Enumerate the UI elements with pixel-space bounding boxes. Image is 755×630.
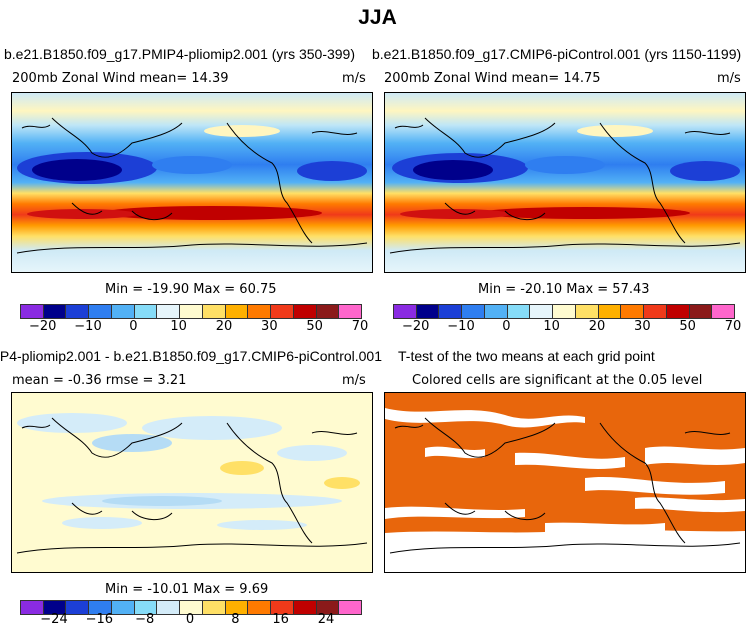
colorbar-swatch bbox=[202, 601, 226, 614]
colorbar-swatch bbox=[157, 305, 181, 318]
colorbar-tick-label: 20 bbox=[215, 319, 233, 334]
panel-a-minmax: Min = -19.90 Max = 60.75 bbox=[105, 282, 277, 297]
colorbar-swatch bbox=[89, 601, 112, 614]
colorbar-swatch bbox=[43, 601, 67, 614]
colorbar-swatch bbox=[21, 305, 44, 318]
colorbar-swatch bbox=[644, 305, 667, 318]
colorbar-swatch bbox=[66, 305, 90, 318]
colorbar-swatch bbox=[293, 305, 317, 318]
colorbar-tick-label: 20 bbox=[588, 319, 606, 334]
colorbar-swatch bbox=[225, 305, 249, 318]
colorbar-swatch bbox=[248, 305, 272, 318]
colorbar-swatch bbox=[21, 601, 44, 614]
colorbar-tick-label: 8 bbox=[231, 612, 240, 627]
panel-c-field bbox=[12, 393, 372, 572]
panel-c-colorbar bbox=[20, 600, 362, 615]
colorbar-swatch bbox=[689, 305, 713, 318]
colorbar-swatch bbox=[271, 601, 294, 614]
panel-a-map bbox=[11, 92, 373, 273]
colorbar-swatch bbox=[598, 305, 622, 318]
colorbar-swatch bbox=[111, 601, 135, 614]
colorbar-tick-label: −20 bbox=[28, 319, 57, 334]
colorbar-swatch bbox=[666, 305, 690, 318]
figure-title: JJA bbox=[358, 6, 397, 29]
panel-b-title: b.e21.B1850.f09_g17.CMIP6-piControl.001 … bbox=[372, 46, 742, 62]
colorbar-swatch bbox=[316, 601, 340, 614]
colorbar-swatch bbox=[507, 305, 531, 318]
panel-b-colorbar bbox=[393, 304, 735, 319]
colorbar-swatch bbox=[180, 305, 203, 318]
colorbar-swatch bbox=[43, 305, 67, 318]
colorbar-tick-label: −20 bbox=[401, 319, 430, 334]
panel-c-title-wrap: b.e21.B1850.f09_g17.PMIP4-pliomip2.001 -… bbox=[0, 348, 382, 364]
colorbar-tick-label: 70 bbox=[724, 319, 742, 334]
colorbar-swatch bbox=[180, 601, 203, 614]
colorbar-swatch bbox=[248, 601, 272, 614]
colorbar-tick-label: −16 bbox=[85, 612, 114, 627]
colorbar-swatch bbox=[66, 601, 90, 614]
colorbar-tick-label: 10 bbox=[170, 319, 187, 334]
colorbar-swatch bbox=[134, 305, 158, 318]
colorbar-tick-label: −10 bbox=[74, 319, 102, 334]
panel-c-map bbox=[11, 392, 373, 573]
colorbar-tick-label: −24 bbox=[40, 612, 68, 627]
colorbar-tick-label: 0 bbox=[185, 612, 195, 627]
colorbar-swatch bbox=[202, 305, 226, 318]
panel-a-units: m/s bbox=[342, 71, 366, 86]
colorbar-swatch bbox=[621, 305, 645, 318]
colorbar-swatch bbox=[530, 305, 554, 318]
colorbar-tick-label: 30 bbox=[634, 319, 651, 334]
colorbar-swatch bbox=[293, 601, 317, 614]
colorbar-tick-label: 50 bbox=[306, 319, 323, 334]
colorbar-tick-label: 30 bbox=[261, 319, 278, 334]
panel-d-field bbox=[385, 393, 745, 572]
colorbar-tick-label: 16 bbox=[272, 612, 289, 627]
colorbar-tick-label: 10 bbox=[543, 319, 560, 334]
colorbar-swatch bbox=[439, 305, 463, 318]
colorbar-tick-label: −10 bbox=[447, 319, 475, 334]
panel-c-title: b.e21.B1850.f09_g17.PMIP4-pliomip2.001 -… bbox=[0, 348, 382, 364]
colorbar-swatch bbox=[712, 305, 735, 318]
colorbar-swatch bbox=[271, 305, 294, 318]
panel-a-subtitle: 200mb Zonal Wind mean= 14.39 bbox=[12, 71, 229, 86]
colorbar-swatch bbox=[225, 601, 249, 614]
colorbar-swatch bbox=[157, 601, 181, 614]
panel-b-units: m/s bbox=[717, 71, 741, 86]
colorbar-swatch bbox=[553, 305, 576, 318]
panel-c-units: m/s bbox=[342, 373, 366, 388]
panel-b-field bbox=[385, 93, 745, 272]
colorbar-tick-label: 0 bbox=[502, 319, 511, 334]
colorbar-swatch bbox=[111, 305, 135, 318]
panel-a-title: b.e21.B1850.f09_g17.PMIP4-pliomip2.001 (… bbox=[4, 46, 355, 62]
panel-b-subtitle: 200mb Zonal Wind mean= 14.75 bbox=[384, 71, 601, 86]
colorbar-tick-label: 0 bbox=[129, 319, 138, 334]
panel-d-map bbox=[384, 392, 746, 573]
colorbar-tick-label: −8 bbox=[135, 612, 155, 627]
colorbar-swatch bbox=[394, 305, 417, 318]
panel-a-colorbar bbox=[20, 304, 362, 319]
colorbar-swatch bbox=[462, 305, 485, 318]
colorbar-swatch bbox=[484, 305, 508, 318]
panel-a-field bbox=[12, 93, 372, 272]
panel-c-minmax: Min = -10.01 Max = 9.69 bbox=[105, 582, 269, 597]
colorbar-tick-label: 24 bbox=[317, 612, 335, 627]
colorbar-swatch bbox=[339, 305, 362, 318]
colorbar-swatch bbox=[416, 305, 440, 318]
panel-b-minmax: Min = -20.10 Max = 57.43 bbox=[478, 282, 650, 297]
panel-d-title: T-test of the two means at each grid poi… bbox=[398, 348, 655, 364]
colorbar-tick-label: 50 bbox=[679, 319, 696, 334]
colorbar-swatch bbox=[134, 601, 158, 614]
panel-c-subtitle: mean = -0.36 rmse = 3.21 bbox=[12, 373, 187, 388]
panel-b-map bbox=[384, 92, 746, 273]
colorbar-tick-label: 70 bbox=[351, 319, 369, 334]
colorbar-swatch bbox=[89, 305, 112, 318]
colorbar-swatch bbox=[339, 601, 362, 614]
panel-d-subtitle: Colored cells are significant at the 0.0… bbox=[412, 373, 703, 388]
colorbar-swatch bbox=[316, 305, 340, 318]
colorbar-swatch bbox=[575, 305, 599, 318]
